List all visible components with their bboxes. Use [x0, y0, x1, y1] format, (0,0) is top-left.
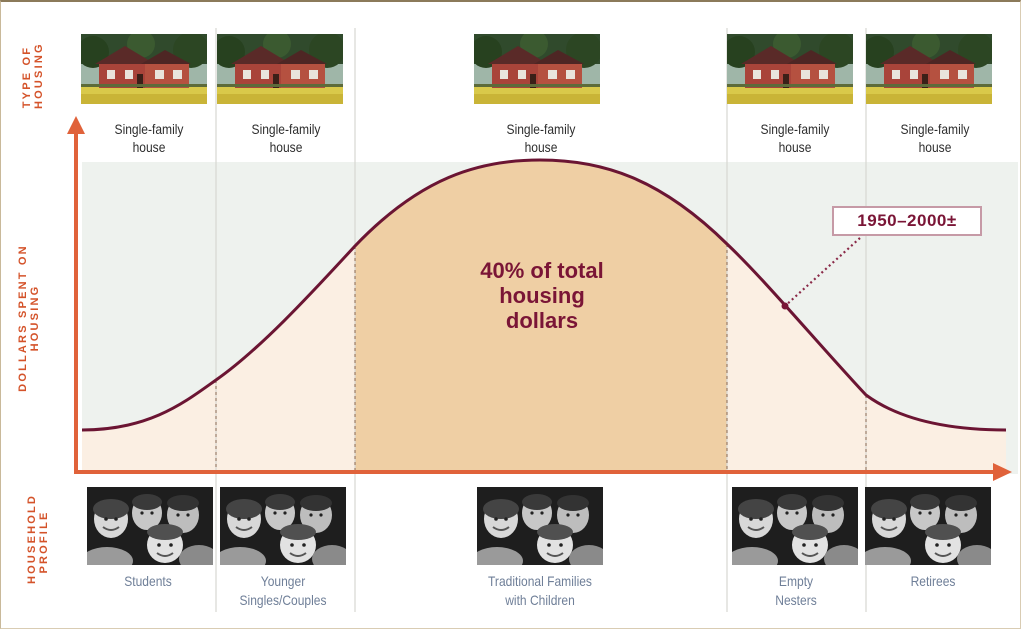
house-image	[474, 34, 600, 104]
household-photo	[732, 487, 858, 565]
curve-fill-highlight	[355, 160, 727, 472]
housing-type-label: Single-family house	[760, 121, 830, 155]
y-axis-arrow	[67, 116, 85, 134]
household-photo	[477, 487, 603, 565]
axis-title-dollars-spent: DOLLARS SPENT ON HOUSING	[17, 244, 41, 392]
axis-title-type-of-housing: TYPE OF HOUSING	[21, 42, 45, 109]
household-profile-label: Students	[124, 573, 172, 589]
curve-fill-light	[82, 246, 355, 472]
household-photo	[87, 487, 213, 565]
house-image	[81, 34, 207, 104]
housing-dollars-curve	[81, 158, 1007, 432]
curve-annotation: 40% of total housing dollars	[480, 258, 604, 333]
house-image	[866, 34, 992, 104]
housing-type-label: Single-family house	[900, 121, 970, 155]
era-pointer-dot	[781, 302, 789, 310]
housing-type-label: Single-family house	[251, 121, 321, 155]
housing-type-label: Single-family house	[114, 121, 184, 155]
house-image	[727, 34, 853, 104]
household-photo	[220, 487, 346, 565]
household-photo	[865, 487, 991, 565]
housing-type-label: Single-family house	[506, 121, 576, 155]
x-axis-arrow	[993, 463, 1012, 481]
household-profile-label: Younger Singles/Couples	[239, 573, 327, 608]
era-label: 1950–2000±	[832, 206, 982, 236]
household-profile-label: Traditional Families with Children	[488, 573, 592, 608]
curve-fill-light-right	[727, 244, 1006, 472]
era-pointer	[784, 237, 861, 307]
house-image	[217, 34, 343, 104]
axis-title-household-profile: HOUSEHOLD PROFILE	[26, 493, 50, 584]
household-profile-label: Empty Nesters	[775, 573, 817, 608]
household-profile-label: Retirees	[910, 573, 956, 589]
